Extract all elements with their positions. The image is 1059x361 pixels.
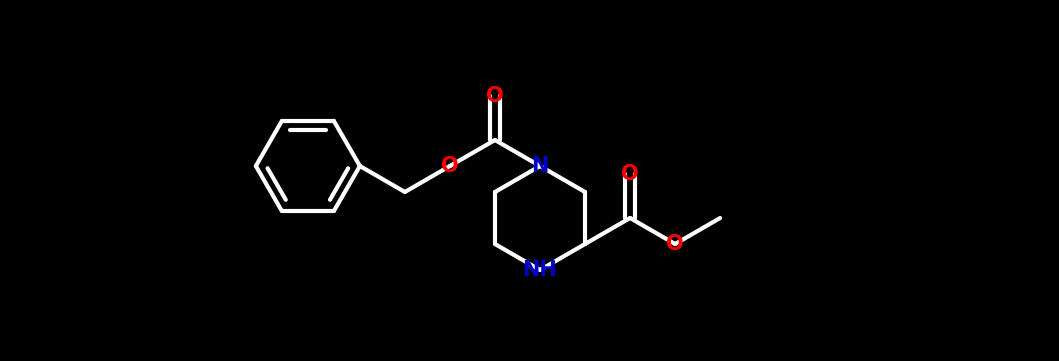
Text: O: O [666,234,684,254]
Text: O: O [486,86,504,106]
Text: NH: NH [523,260,557,280]
Text: O: O [622,164,639,184]
Text: O: O [442,156,459,176]
Text: N: N [532,156,549,176]
